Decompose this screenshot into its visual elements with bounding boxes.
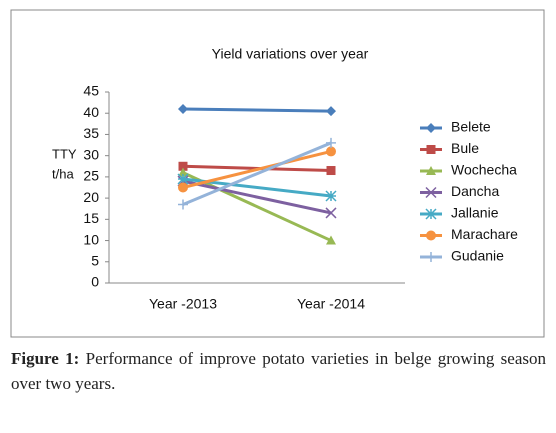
marker <box>426 166 436 175</box>
caption: Figure 1: Performance of improve potato … <box>11 346 546 396</box>
y-tick-label: 45 <box>83 83 99 99</box>
marker <box>178 199 188 210</box>
y-tick-label: 35 <box>83 125 99 141</box>
y-tick-label: 0 <box>91 274 99 290</box>
y-axis-label: TTY <box>52 146 77 161</box>
marker <box>326 146 336 157</box>
chart: Yield variations over year TTY t/ha 0 5 10… <box>10 9 545 338</box>
legend-label: Jallanie <box>451 205 499 221</box>
y-tick-label: 30 <box>83 146 99 162</box>
legend-label: Wochecha <box>451 162 517 178</box>
y-tick-label: 15 <box>83 210 99 226</box>
caption-label: Figure 1: <box>11 349 80 368</box>
marker <box>326 137 336 148</box>
marker <box>426 123 436 133</box>
line <box>182 171 332 242</box>
line <box>182 107 332 113</box>
line <box>182 179 332 215</box>
y-tick-label: 10 <box>83 231 99 247</box>
marker <box>178 182 188 193</box>
y-tick-label: 25 <box>83 168 99 184</box>
legend-label: Bule <box>451 140 479 156</box>
legend-label: Belete <box>451 119 491 135</box>
marker <box>425 208 437 220</box>
caption-text: Performance of improve potato varieties … <box>11 349 546 393</box>
legend-label: Marachare <box>451 226 518 242</box>
marker <box>426 252 436 262</box>
marker <box>426 230 436 241</box>
marker <box>326 235 336 245</box>
x-tick-label: Year -2013 <box>149 296 217 312</box>
marker <box>325 207 337 219</box>
legend-label: Dancha <box>451 183 499 199</box>
legend-label: Gudanie <box>451 248 504 264</box>
marker <box>177 173 189 185</box>
y-tick-label: 5 <box>91 252 99 268</box>
line <box>182 141 332 206</box>
y-tick-label: 40 <box>83 104 99 120</box>
marker <box>426 145 436 154</box>
marker <box>425 186 437 199</box>
marker <box>178 167 188 177</box>
marker <box>326 166 336 176</box>
marker <box>178 103 188 114</box>
line <box>182 149 332 189</box>
y-tick-label: 20 <box>83 189 99 205</box>
marker <box>325 190 337 202</box>
y-axis-label: t/ha <box>52 166 74 181</box>
marker <box>178 161 188 171</box>
chart-title: Yield variations over year <box>212 46 369 62</box>
x-tick-label: Year -2014 <box>297 296 365 312</box>
marker <box>326 106 336 117</box>
